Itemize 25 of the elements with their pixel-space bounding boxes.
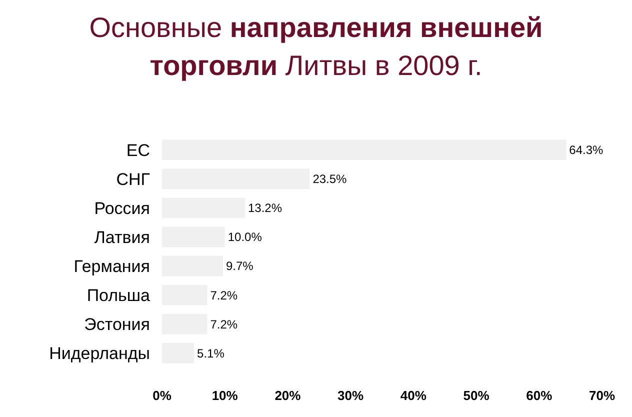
x-tick-label: 30%: [338, 388, 364, 403]
data-label: 23.5%: [312, 172, 348, 186]
data-label: 13.2%: [248, 201, 282, 216]
y-tick-label: Нидерланды: [49, 344, 150, 364]
x-tick-label: 40%: [400, 388, 427, 403]
x-tick-label: 20%: [274, 388, 302, 403]
y-tick-label: Эстония: [84, 315, 150, 334]
data-label: 7.2%: [210, 317, 238, 332]
x-tick-label: 0%: [152, 388, 172, 403]
y-tick-label: Россия: [94, 198, 150, 218]
y-tick-label: Германия: [74, 256, 150, 276]
y-tick-label: СНГ: [116, 170, 150, 189]
data-label: 5.1%: [197, 346, 225, 360]
x-tick-label: 60%: [526, 388, 553, 403]
x-tick-label: 50%: [463, 388, 490, 403]
x-tick-label: 70%: [588, 388, 616, 403]
y-tick-label: ЕС: [126, 140, 150, 160]
data-label: 9.7%: [226, 259, 254, 274]
x-tick-label: 10%: [212, 388, 238, 403]
data-label: 64.3%: [569, 143, 604, 158]
data-label: 10.0%: [228, 230, 262, 244]
data-label: 7.2%: [210, 288, 238, 302]
chart-title: Основные направления внешней торговли Литвы в 2009 г.: [89, 12, 543, 81]
y-tick-label: Польша: [86, 286, 151, 306]
y-tick-label: Латвия: [94, 228, 150, 247]
